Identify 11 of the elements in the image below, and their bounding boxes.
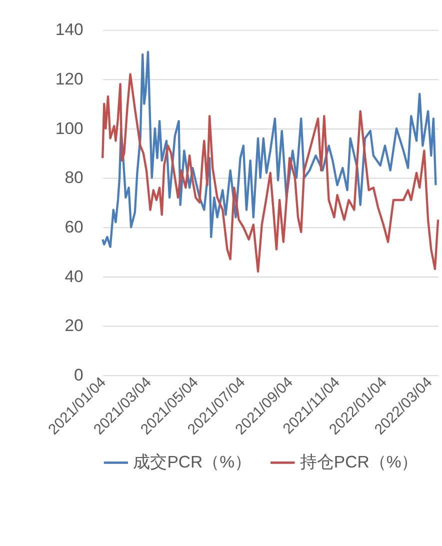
line-series — [102, 73, 440, 273]
y-tick-label: 60 — [64, 218, 84, 237]
line-series — [102, 50, 437, 248]
legend-label: 持仓PCR（%） — [300, 452, 418, 472]
y-tick-label: 40 — [64, 266, 84, 286]
y-tick-label: 140 — [55, 20, 84, 40]
y-tick-label: 120 — [55, 70, 84, 89]
y-tick-label: 100 — [55, 118, 84, 138]
y-tick-label: 80 — [64, 168, 84, 188]
y-tick-label: 20 — [64, 316, 84, 336]
legend-label: 成交PCR（%） — [133, 452, 252, 472]
